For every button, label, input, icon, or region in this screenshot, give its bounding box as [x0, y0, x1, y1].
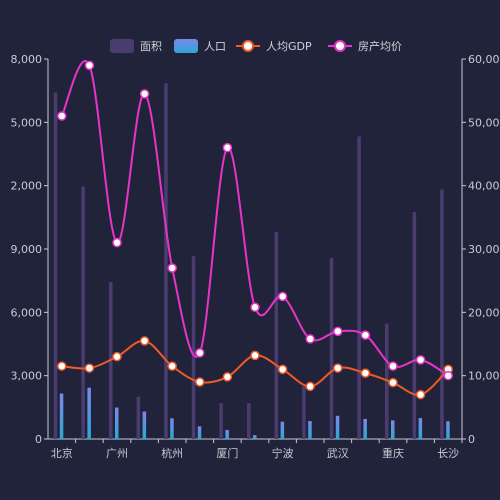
bar-area[interactable] — [81, 186, 85, 439]
x-tick-label: 广州 — [106, 447, 128, 460]
point-gdp[interactable] — [305, 381, 315, 392]
legend-label-area: 面积 — [140, 40, 162, 53]
bar-area[interactable] — [412, 212, 417, 439]
legend-item-area[interactable]: 面积 — [110, 39, 162, 53]
point-price[interactable] — [84, 60, 95, 71]
bar-area[interactable] — [136, 396, 141, 439]
x-tick-label: 厦门 — [216, 446, 238, 460]
point-gdp[interactable] — [195, 377, 205, 387]
bar-area[interactable] — [191, 256, 196, 439]
point-price[interactable] — [305, 334, 315, 344]
bar-area[interactable] — [247, 403, 251, 439]
bar-area[interactable] — [329, 258, 334, 439]
bar-area[interactable] — [219, 403, 223, 439]
point-gdp[interactable] — [112, 351, 122, 362]
legend: 面积 人口 人均GDP 房产均价 — [110, 39, 402, 53]
y-right-tick-label: 30,000 — [468, 243, 500, 256]
bar-population[interactable] — [59, 393, 64, 439]
bar-population[interactable] — [363, 418, 367, 439]
legend-item-gdp[interactable]: 人均GDP — [236, 40, 312, 53]
legend-label-price: 房产均价 — [358, 39, 402, 53]
point-price[interactable] — [57, 111, 67, 121]
point-price[interactable] — [139, 89, 150, 99]
legend-swatch-area — [110, 39, 134, 53]
legend-item-population[interactable]: 人口 — [174, 39, 226, 53]
point-gdp[interactable] — [84, 363, 95, 373]
point-price[interactable] — [360, 330, 371, 340]
legend-marker-gdp — [242, 40, 254, 52]
bar-population[interactable] — [87, 387, 91, 439]
lines — [60, 60, 449, 396]
legend-label-population: 人口 — [204, 40, 226, 53]
y-right-tick-label: 50,000 — [468, 116, 500, 129]
bar-area[interactable] — [357, 136, 361, 439]
bar-population[interactable] — [280, 421, 285, 439]
line-price — [60, 60, 449, 377]
point-price[interactable] — [167, 263, 177, 273]
point-price[interactable] — [333, 326, 343, 337]
point-gdp[interactable] — [333, 363, 343, 373]
legend-marker-price — [334, 40, 346, 52]
point-price[interactable] — [250, 302, 260, 313]
point-price[interactable] — [222, 142, 233, 153]
bar-area[interactable] — [274, 231, 279, 439]
legend-item-price[interactable]: 房产均价 — [328, 39, 402, 53]
y-left-tick-label: 3,000 — [11, 370, 43, 383]
bar-area[interactable] — [53, 92, 58, 440]
y-left-tick-label: 9,000 — [11, 243, 43, 256]
x-tick-label: 长沙 — [437, 447, 459, 460]
y-left-tick-label: 0 — [35, 433, 42, 446]
bar-population[interactable] — [253, 435, 257, 439]
point-price[interactable] — [195, 348, 205, 358]
y-left-tick-label: 8,000 — [11, 53, 43, 66]
bar-population[interactable] — [115, 407, 119, 439]
x-tick-label: 杭州 — [161, 446, 183, 460]
point-price[interactable] — [112, 237, 122, 248]
legend-label-gdp: 人均GDP — [266, 40, 312, 53]
y-left-tick-label: 2,000 — [11, 180, 43, 193]
point-gdp[interactable] — [250, 350, 260, 361]
bar-population[interactable] — [335, 415, 340, 439]
point-gdp[interactable] — [222, 372, 233, 382]
y-left-tick-label: 5,000 — [11, 116, 43, 129]
point-gdp[interactable] — [167, 361, 177, 371]
bar-population[interactable] — [308, 421, 312, 439]
bar-area[interactable] — [302, 386, 306, 439]
point-gdp[interactable] — [277, 364, 288, 375]
y-left-tick-label: 6,000 — [11, 306, 43, 319]
points — [57, 60, 453, 400]
bar-population[interactable] — [197, 426, 202, 439]
point-gdp[interactable] — [388, 377, 398, 388]
bar-population[interactable] — [446, 421, 450, 439]
bar-area[interactable] — [440, 189, 444, 439]
y-right-tick-label: 10,000 — [468, 370, 500, 383]
y-right-tick-label: 0 — [468, 433, 475, 446]
point-gdp[interactable] — [139, 336, 150, 346]
legend-swatch-population — [174, 39, 198, 53]
bar-population[interactable] — [225, 429, 229, 439]
point-gdp[interactable] — [415, 389, 426, 400]
x-tick-label: 北京 — [51, 446, 73, 460]
y-right-tick-label: 40,000 — [468, 180, 500, 193]
y-right-tick-label: 20,000 — [468, 306, 500, 319]
axes: 0 3,000 6,000 9,000 2,000 5,000 8,000 0 10,000 20… — [11, 53, 500, 460]
bar-population[interactable] — [170, 418, 174, 439]
bar-population[interactable] — [418, 418, 423, 439]
x-tick-label: 宁波 — [272, 446, 294, 460]
point-price[interactable] — [277, 291, 288, 302]
bar-area[interactable] — [164, 83, 168, 440]
point-price[interactable] — [443, 370, 453, 381]
point-gdp[interactable] — [360, 368, 371, 378]
x-tick-label: 武汉 — [327, 447, 349, 460]
y-right-tick-label: 60,000 — [468, 53, 500, 66]
point-price[interactable] — [415, 355, 426, 365]
x-tick-label: 重庆 — [382, 446, 404, 460]
point-gdp[interactable] — [57, 361, 67, 371]
bar-population[interactable] — [142, 411, 147, 439]
point-price[interactable] — [388, 361, 398, 371]
bar-population[interactable] — [391, 420, 395, 439]
